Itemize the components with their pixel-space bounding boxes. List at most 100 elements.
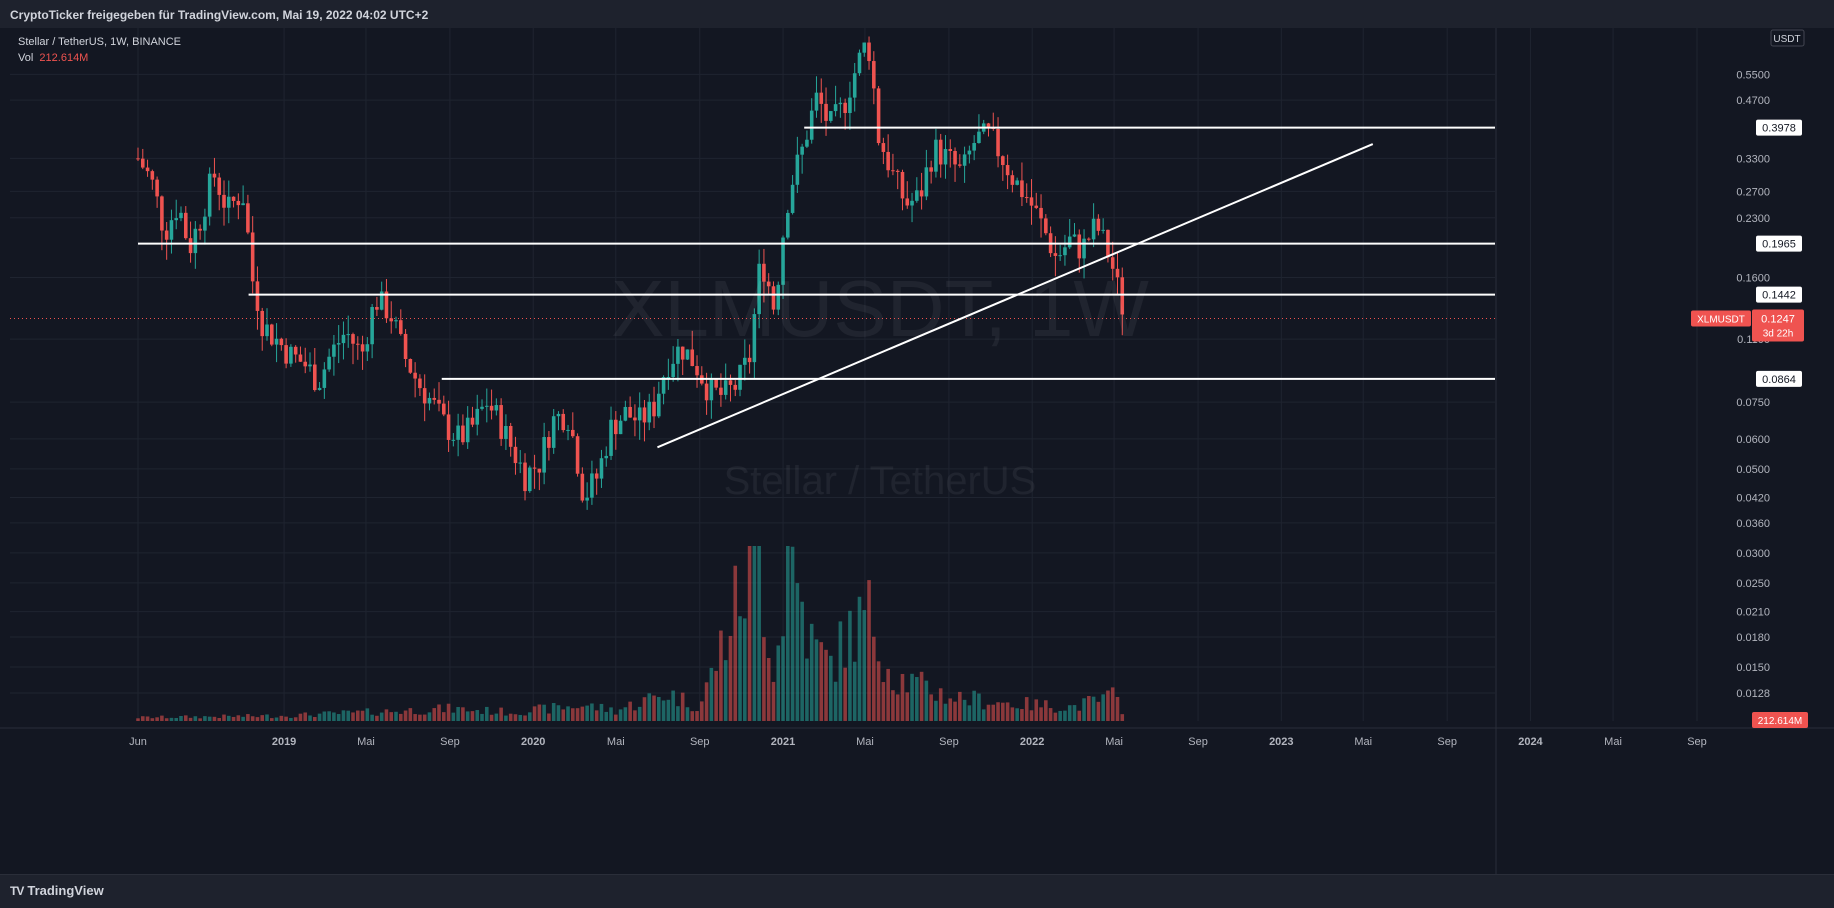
volume-bar (298, 713, 303, 721)
volume-bar (757, 546, 761, 721)
candle-body (814, 92, 819, 111)
volume-bar (217, 718, 222, 721)
volume-bar (193, 716, 198, 721)
volume-bar (857, 596, 862, 721)
volume-bar (408, 708, 413, 721)
volume-bar (680, 692, 685, 721)
volume-bar (427, 712, 432, 721)
trend-line[interactable] (657, 143, 1374, 449)
volume-bar (671, 690, 675, 721)
volume-bar (485, 706, 489, 721)
candle-body (255, 281, 260, 311)
volume-bar (872, 636, 876, 721)
volume-bar (676, 706, 680, 721)
horizontal-levels[interactable] (10, 126, 1495, 380)
x-tick-label: Sep (1188, 736, 1208, 748)
candle-body (246, 203, 250, 233)
footer-bar: TV TradingView (0, 874, 1834, 908)
candle-body (833, 104, 838, 112)
volume-bar (585, 705, 589, 721)
candle-body (542, 437, 546, 473)
level-badge (1756, 286, 1802, 303)
x-tick-label: Mai (607, 736, 625, 748)
candle-body (819, 92, 824, 104)
candle-body (938, 139, 943, 165)
candle-body (327, 356, 331, 370)
volume-bar (246, 714, 250, 721)
candle-body (695, 366, 699, 376)
candle-body (661, 377, 666, 394)
candle-body (556, 413, 561, 417)
y-tick-label: 0.2300 (1736, 213, 1770, 225)
volume-bar (537, 704, 542, 721)
volume-bar (1077, 710, 1082, 721)
candle-body (145, 167, 150, 172)
candle-body (160, 196, 164, 231)
volume-bar (547, 713, 551, 721)
candle-body (260, 310, 265, 337)
volume-bar (943, 703, 948, 721)
candle-body (943, 149, 948, 165)
candle-body (743, 357, 747, 365)
volume-bar (375, 715, 379, 721)
volume-bar (1005, 702, 1010, 721)
x-axis[interactable]: Jun 2019 Mai Sep 2020 Mai Sep 2021 Mai Sep 2022 Mai… (0, 727, 1834, 748)
volume-bar (848, 610, 852, 721)
volume-bar (351, 712, 355, 721)
price-chart[interactable]: XLMUSDT, 1W Stellar / TetherUS 0.5500 0.4… (0, 28, 1834, 874)
candle-body (341, 334, 346, 344)
candle-body (1077, 234, 1082, 259)
currency-box (1770, 29, 1805, 47)
volume-bar (312, 716, 317, 721)
volume-bar (915, 677, 919, 721)
candle-body (766, 281, 771, 287)
volume-bar (843, 667, 847, 721)
candle-body (1072, 234, 1077, 237)
volume-bar (852, 661, 857, 721)
candle-body (475, 408, 480, 425)
candle-body (561, 413, 566, 431)
volume-bar (1034, 699, 1039, 721)
candle-body (508, 426, 513, 447)
volume-bar (1029, 710, 1034, 721)
y-tick-label: 0.2700 (1736, 186, 1770, 198)
candle-body (637, 407, 642, 421)
legend-volume: Vol 212.614M (18, 50, 181, 66)
candle-body (155, 179, 159, 197)
volume-bar (336, 714, 341, 721)
volume-bar (360, 710, 365, 721)
candle-body (418, 378, 422, 389)
x-tick-label: 2023 (1269, 736, 1293, 748)
candle-body (857, 52, 862, 74)
candle-body (164, 230, 169, 240)
volume-bar (1087, 695, 1091, 721)
candle-body (399, 320, 403, 334)
candle-body (958, 164, 962, 166)
candle-body (838, 102, 843, 105)
candle-body (829, 111, 833, 121)
candle-body (599, 458, 604, 479)
candle-body (312, 364, 317, 391)
candle-body (881, 143, 886, 152)
volume-bar (513, 714, 518, 721)
candle-body (446, 414, 451, 440)
volume-bar (164, 718, 169, 721)
volume-bar (618, 709, 623, 721)
candle-body (790, 184, 795, 213)
volume-bar (991, 704, 996, 721)
candle-body (977, 131, 981, 144)
candle-body (427, 397, 432, 404)
volume-bar (929, 694, 933, 721)
candle-body (886, 151, 890, 171)
volume-bar (327, 711, 331, 721)
level-badge-label: 0.0864 (1762, 374, 1796, 386)
tradingview-logo[interactable]: TV TradingView (10, 883, 104, 898)
volume-bar (790, 546, 795, 721)
volume-bar (881, 682, 886, 721)
y-axis[interactable]: 0.55000.47000.33000.27000.23000.16000.11… (1495, 28, 1805, 874)
volume-badge (1752, 712, 1808, 728)
candles (136, 36, 1125, 510)
candle-body (676, 346, 680, 364)
candle-body (571, 429, 575, 437)
volume-bar (169, 717, 174, 721)
